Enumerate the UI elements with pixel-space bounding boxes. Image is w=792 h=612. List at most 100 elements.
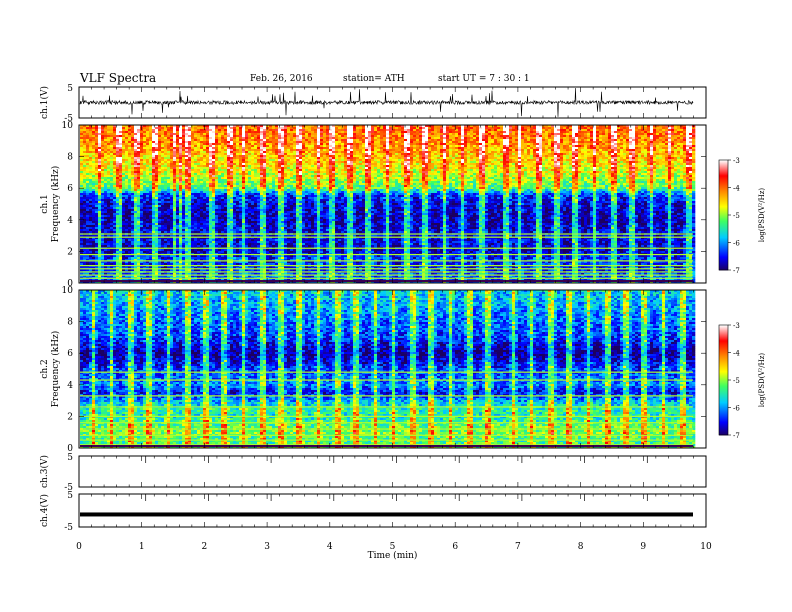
psd-cell (263, 131, 266, 133)
psd-cell (524, 131, 527, 133)
psd-cell (419, 135, 422, 137)
psd-cell (203, 131, 206, 133)
psd-cell (194, 129, 197, 131)
psd-cell (326, 133, 329, 135)
psd-cell (191, 129, 194, 131)
psd-cell (299, 127, 302, 129)
psd-cell (368, 127, 371, 129)
psd-cell (434, 131, 437, 133)
psd-cell (317, 131, 320, 133)
psd-cell (392, 135, 395, 137)
psd-cell (479, 133, 482, 135)
psd-cell (404, 131, 407, 133)
psd-cell (566, 133, 569, 135)
psd-cell (500, 133, 503, 135)
psd-cell (464, 127, 467, 129)
psd-cell (161, 135, 164, 137)
psd-cell (320, 131, 323, 133)
psd-cell (545, 129, 548, 131)
psd-cell (209, 127, 212, 129)
psd-cell (290, 131, 293, 133)
psd-cell (398, 131, 401, 133)
psd-cell (245, 133, 248, 135)
psd-cell (113, 131, 116, 133)
psd-cell (107, 129, 110, 131)
psd-cell (587, 127, 590, 129)
psd-cell (296, 131, 299, 133)
psd-cell (527, 133, 530, 135)
psd-cell (287, 135, 290, 137)
psd-cell (329, 127, 332, 129)
psd-cell (458, 131, 461, 133)
psd-cell (422, 135, 425, 137)
psd-cell (557, 127, 560, 129)
psd-cell (611, 131, 614, 133)
psd-cell (308, 131, 311, 133)
psd-cell (227, 129, 230, 131)
psd-cell (389, 129, 392, 131)
psd-cell (206, 133, 209, 135)
psd-cell (116, 129, 119, 131)
psd-cell (476, 135, 479, 137)
psd-cell (245, 131, 248, 133)
psd-cell (488, 135, 491, 137)
psd-cell (668, 133, 671, 135)
psd-cell (182, 129, 185, 131)
psd-cell (293, 129, 296, 131)
psd-cell (548, 135, 551, 137)
psd-cell (194, 133, 197, 135)
psd-cell (449, 135, 452, 137)
psd-cell (161, 129, 164, 131)
psd-cell (89, 129, 92, 131)
psd-cell (128, 135, 131, 137)
psd-cell (335, 127, 338, 129)
psd-cell (653, 129, 656, 131)
psd-cell (188, 129, 191, 131)
psd-cell (656, 129, 659, 131)
psd-cell (212, 127, 215, 129)
psd-cell (470, 127, 473, 129)
psd-cell (641, 129, 644, 131)
psd-cell (263, 133, 266, 135)
psd-cell (320, 133, 323, 135)
psd-cell (452, 129, 455, 131)
psd-cell (332, 135, 335, 137)
psd-cell (119, 133, 122, 135)
psd-cell (428, 127, 431, 129)
psd-cell (197, 129, 200, 131)
psd-cell (455, 135, 458, 137)
psd-cell (350, 133, 353, 135)
psd-cell (584, 131, 587, 133)
psd-cell (386, 135, 389, 137)
psd-cell (326, 127, 329, 129)
psd-cell (464, 133, 467, 135)
psd-cell (305, 133, 308, 135)
ch1-trace (80, 88, 693, 117)
psd-cell (497, 133, 500, 135)
psd-cell (404, 129, 407, 131)
psd-cell (341, 131, 344, 133)
psd-cell (494, 127, 497, 129)
psd-cell (185, 127, 188, 129)
psd-cell (680, 131, 683, 133)
psd-cell (437, 127, 440, 129)
psd-cell (440, 135, 443, 137)
psd-cell (494, 133, 497, 135)
psd-cell (542, 133, 545, 135)
psd-cell (233, 133, 236, 135)
psd-cell (176, 127, 179, 129)
psd-cell (329, 129, 332, 131)
psd-cell (149, 129, 152, 131)
psd-cell (350, 131, 353, 133)
psd-cell (470, 135, 473, 137)
psd-cell (308, 135, 311, 137)
psd-cell (254, 135, 257, 137)
psd-cell (449, 129, 452, 131)
psd-cell (482, 133, 485, 135)
psd-cell (149, 131, 152, 133)
psd-cell (314, 127, 317, 129)
psd-cell (281, 133, 284, 135)
psd-cell (341, 129, 344, 131)
psd-cell (230, 131, 233, 133)
psd-cell (488, 129, 491, 131)
